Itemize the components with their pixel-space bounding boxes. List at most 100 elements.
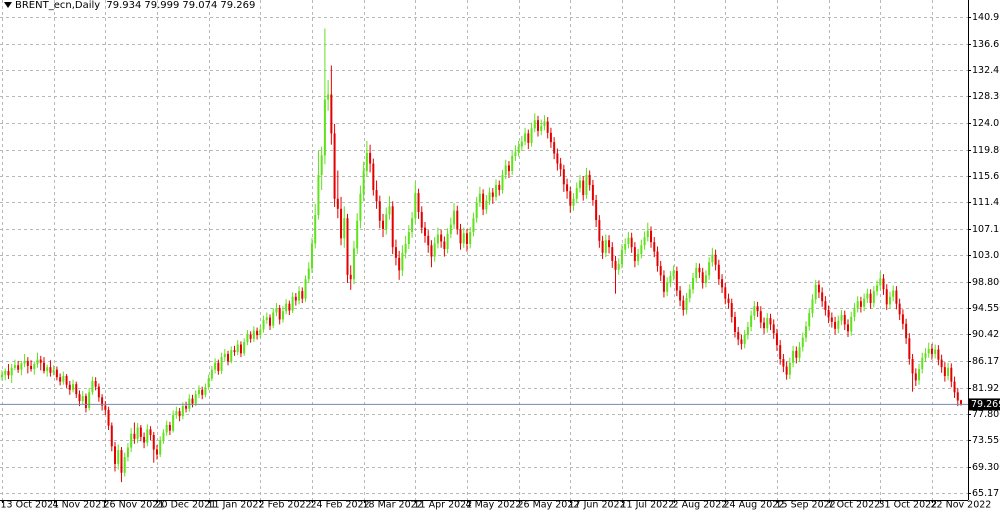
- candle-body: [914, 373, 917, 381]
- candle-body: [33, 364, 36, 370]
- candle-body: [391, 206, 394, 248]
- y-tick-label: 124.050: [972, 118, 1000, 129]
- menu-triangle[interactable]: [4, 1, 12, 9]
- x-tick-label: 2 Aug 2022: [673, 500, 728, 510]
- x-tick-label: 11 Jul 2022: [621, 500, 675, 510]
- candle-body: [520, 141, 523, 147]
- candle-body: [669, 276, 672, 283]
- candle-body: [530, 128, 533, 143]
- candle-body: [107, 409, 110, 426]
- candle-body: [88, 392, 91, 409]
- candle-body: [252, 330, 255, 339]
- candle-body: [859, 301, 862, 307]
- candle-body: [578, 180, 581, 189]
- candle-body: [575, 188, 578, 199]
- candle-body: [162, 432, 165, 441]
- y-tick-label: 73.550: [972, 435, 1000, 446]
- candle-body: [633, 247, 636, 261]
- candle-body: [811, 299, 814, 314]
- candle-body: [136, 427, 139, 439]
- candle-body: [78, 394, 81, 402]
- candle-body: [346, 218, 349, 275]
- candle-body: [662, 275, 665, 292]
- candle-body: [504, 165, 507, 175]
- candle-body: [385, 214, 388, 229]
- candle-body: [882, 278, 885, 290]
- candle-body: [556, 153, 559, 164]
- candle-body: [320, 155, 323, 175]
- candle-body: [459, 228, 462, 244]
- candle-body: [285, 303, 288, 312]
- candle-body: [643, 237, 646, 246]
- candle-body: [540, 125, 543, 131]
- candle-body: [204, 387, 207, 395]
- candle-body: [779, 345, 782, 359]
- candle-body: [601, 240, 604, 253]
- x-tick-label: 13 Oct 2021: [1, 500, 60, 510]
- candle-body: [627, 237, 630, 244]
- candle-body: [181, 406, 184, 417]
- candle-body: [26, 360, 29, 366]
- candle-body: [620, 249, 623, 265]
- x-tick-label: 31 Oct 2022: [879, 500, 938, 510]
- candle-body: [39, 359, 42, 363]
- candle-body: [675, 271, 678, 291]
- candle-body: [472, 218, 475, 233]
- candle-body: [604, 240, 607, 253]
- y-tick-label: 90.425: [972, 329, 1000, 340]
- candle-body: [130, 433, 133, 448]
- candle-body: [239, 344, 242, 354]
- candle-body: [227, 353, 230, 362]
- candle-body: [485, 200, 488, 210]
- y-tick-label: 115.675: [972, 171, 1000, 182]
- candle-body: [501, 174, 504, 190]
- candle-body: [782, 358, 785, 367]
- candle-body: [62, 375, 65, 382]
- candle-body: [42, 362, 45, 371]
- candle-body: [340, 208, 343, 239]
- candle-body: [666, 282, 669, 292]
- candle-body: [10, 367, 13, 376]
- candle-body: [327, 94, 330, 100]
- candle-body: [572, 198, 575, 206]
- candle-body: [795, 350, 798, 358]
- candle-body: [746, 326, 749, 336]
- candle-body: [937, 349, 940, 360]
- candle-body: [591, 184, 594, 201]
- y-tick-label: 94.550: [972, 303, 1000, 314]
- candle-body: [84, 396, 87, 409]
- candle-body: [243, 342, 246, 354]
- candle-body: [650, 230, 653, 243]
- candle-body: [679, 290, 682, 301]
- candle-body: [566, 184, 569, 192]
- candle-body: [927, 348, 930, 354]
- candle-body: [275, 308, 278, 313]
- candle-body: [417, 193, 420, 212]
- candle-body: [30, 365, 33, 370]
- candle-body: [717, 264, 720, 280]
- candle-body: [449, 224, 452, 234]
- candle-body: [630, 237, 633, 248]
- candle-body: [730, 303, 733, 317]
- candle-body: [365, 152, 368, 172]
- candle-body: [407, 232, 410, 244]
- candle-body: [898, 303, 901, 315]
- candle-body: [469, 232, 472, 244]
- candle-body: [769, 318, 772, 325]
- candle-body: [465, 233, 468, 244]
- candle-body: [759, 311, 762, 323]
- candle-body: [207, 378, 210, 388]
- candle-body: [291, 296, 294, 311]
- last-low: 79.074: [182, 0, 218, 11]
- candle-body: [333, 133, 336, 199]
- candle-body: [517, 146, 520, 153]
- y-tick-label: 77.800: [972, 409, 1000, 420]
- candle-body: [13, 365, 16, 368]
- candle-body: [233, 350, 236, 353]
- candle-body: [152, 435, 155, 450]
- candle-body: [698, 267, 701, 273]
- candle-body: [330, 94, 333, 134]
- candle-body: [430, 245, 433, 257]
- candle-body: [456, 210, 459, 229]
